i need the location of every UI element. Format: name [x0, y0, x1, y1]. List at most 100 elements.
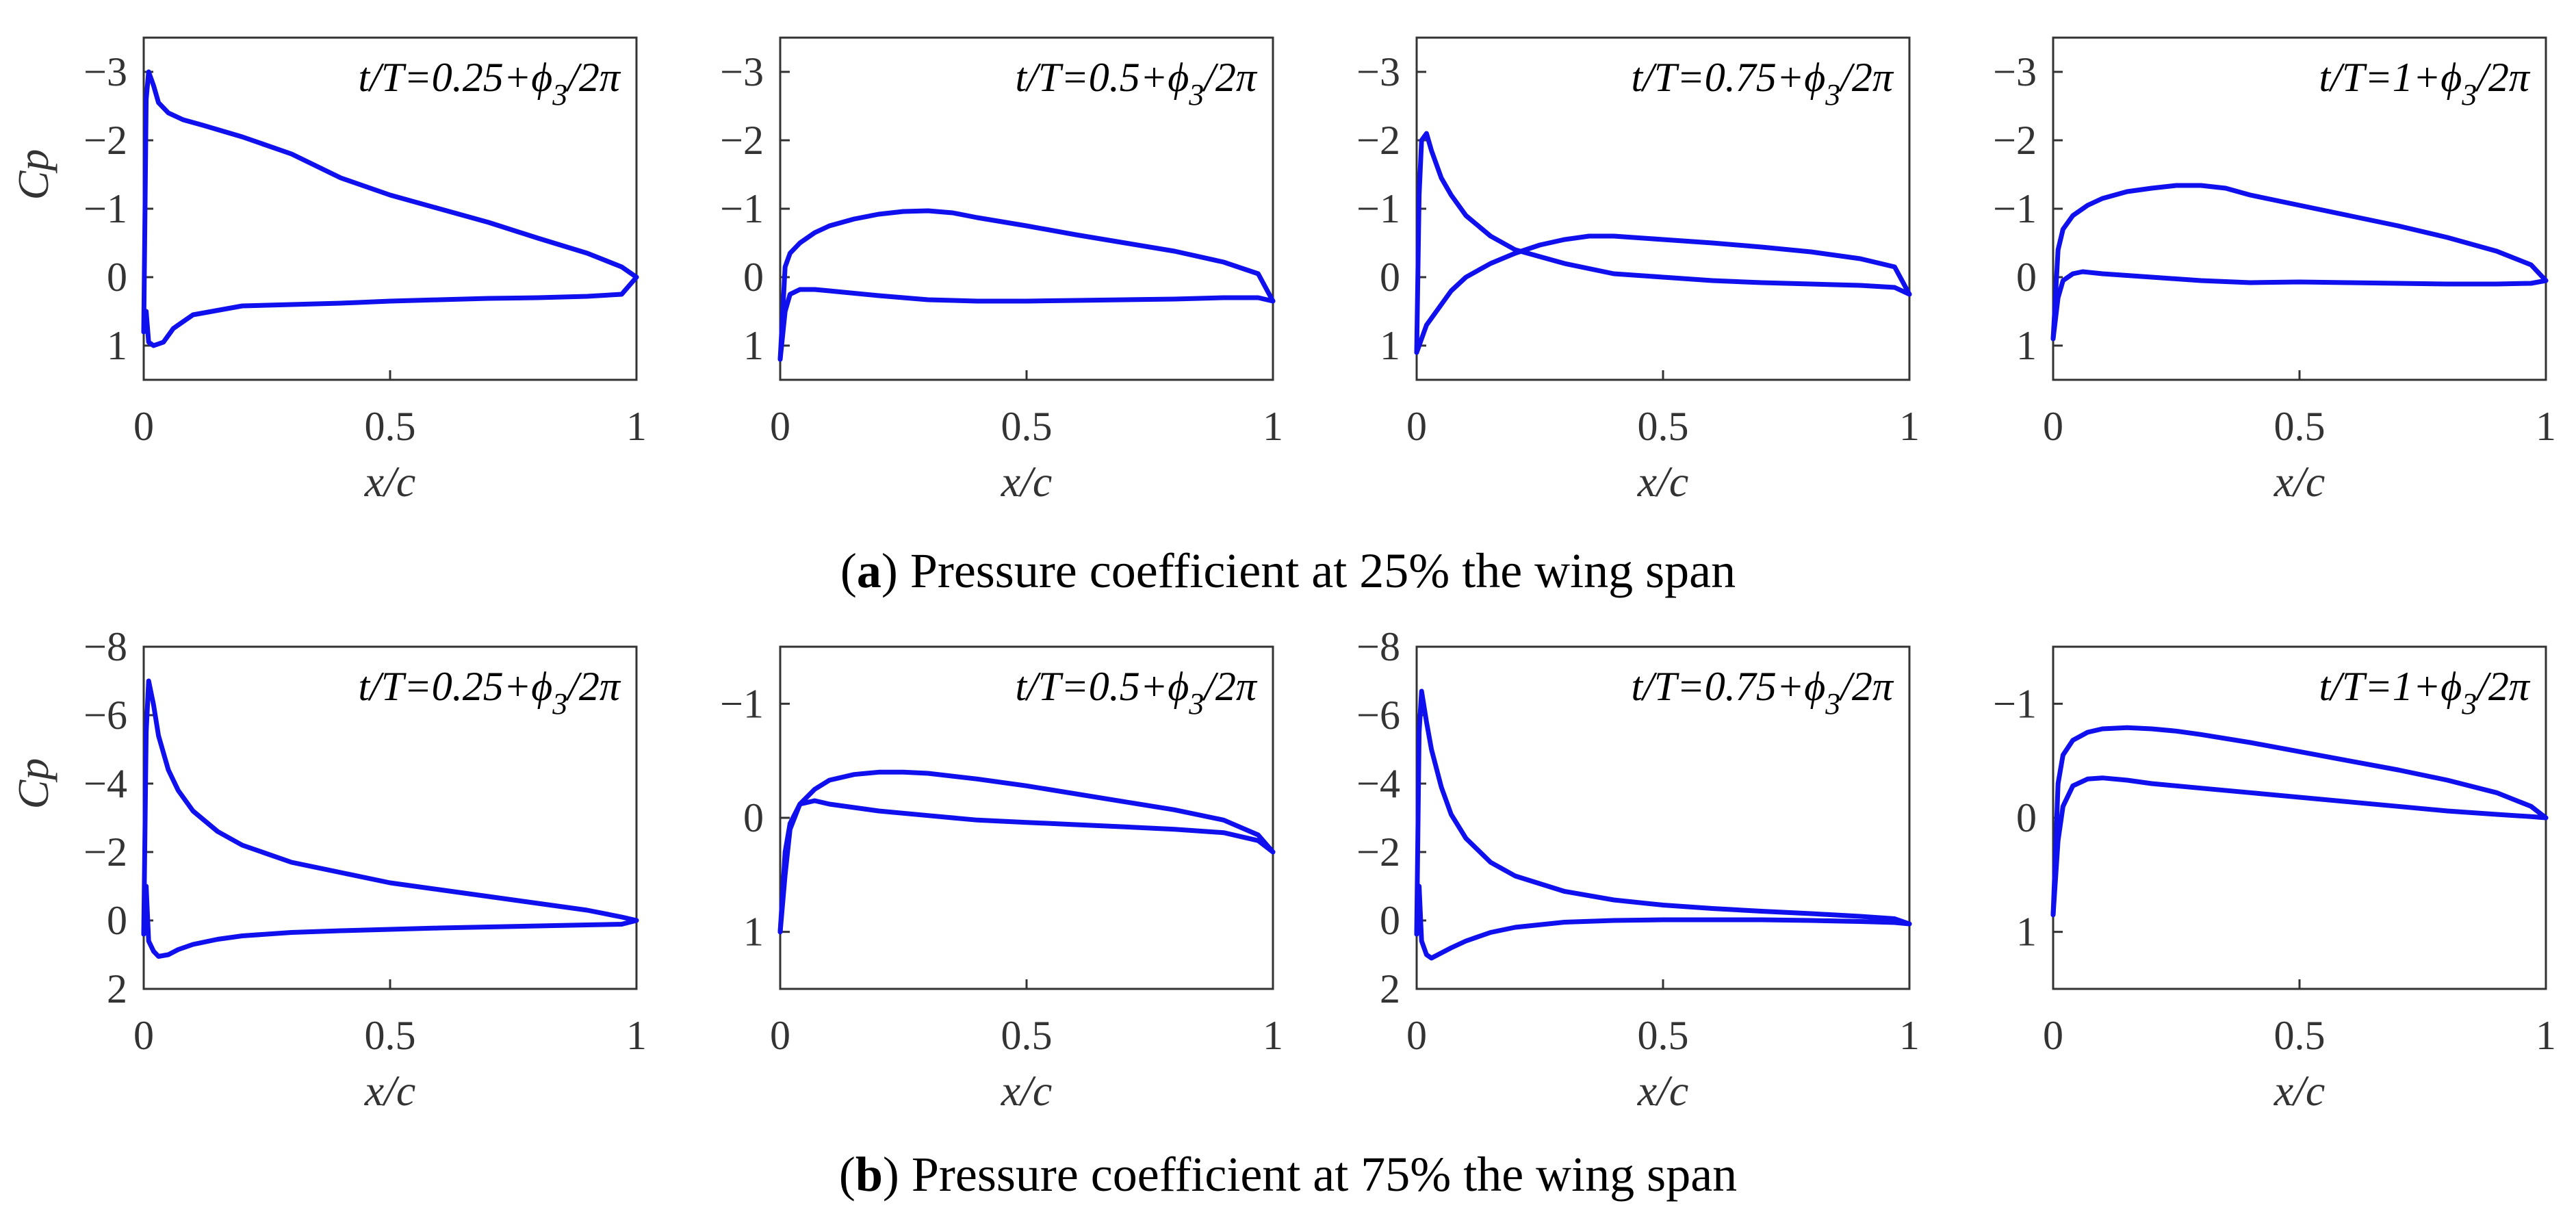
- x-axis-label: x/c: [2274, 457, 2326, 506]
- caption-b-text: Pressure coefficient at 75% the wing spa…: [912, 1147, 1737, 1202]
- x-tick-label: 0.5: [1001, 404, 1053, 449]
- series-line-upper: [777, 769, 1276, 935]
- y-tick-label: −1: [1356, 186, 1400, 231]
- x-tick-label: 0.5: [2274, 404, 2326, 449]
- y-tick-label: 1: [743, 323, 764, 368]
- y-tick-label: 2: [1380, 966, 1400, 1011]
- annotation-main: t/T=0.25+ϕ: [359, 664, 553, 709]
- x-tick-label: 0.5: [365, 404, 416, 449]
- x-tick-label: 0.5: [1638, 404, 1689, 449]
- panel-b-4: −1 0 1 0 0.5 1 x/c t/T=1+ϕ3/2π: [1993, 645, 2556, 1115]
- panel-annotation: t/T=0.5+ϕ3/2π: [1016, 664, 1258, 721]
- panel-b-2: −1 0 1 0 0.5 1 x/c t/T=0.5+ϕ3/2π: [720, 645, 1283, 1115]
- annotation-subscript: 3: [1188, 687, 1204, 721]
- y-tick-label: −6: [83, 693, 127, 738]
- annotation-subscript: 3: [1188, 78, 1204, 112]
- annotation-subscript: 3: [2461, 78, 2477, 112]
- y-tick-label: −1: [1993, 186, 2037, 231]
- annotation-main: t/T=0.75+ϕ: [1632, 55, 1826, 100]
- y-tick-label: 0: [1380, 255, 1400, 300]
- y-axis-label: Cp: [9, 758, 57, 810]
- x-tick-label: 1: [1899, 1013, 1920, 1058]
- series-line-lower: [777, 798, 1276, 935]
- x-tick-label: 1: [1899, 404, 1920, 449]
- y-tick-label: −2: [1993, 118, 2037, 163]
- x-tick-label: 0: [1406, 404, 1427, 449]
- annotation-main: t/T=0.5+ϕ: [1016, 664, 1189, 709]
- annotation-main: t/T=0.25+ϕ: [359, 55, 553, 100]
- y-tick-label: 1: [107, 323, 127, 368]
- y-tick-label: −8: [1356, 624, 1400, 669]
- y-tick-label: 1: [1380, 323, 1400, 368]
- x-tick-label: 0: [133, 404, 154, 449]
- y-tick-label: −1: [1993, 681, 2037, 726]
- caption-b-label: b: [855, 1147, 883, 1202]
- y-tick-label: 0: [107, 898, 127, 943]
- y-tick-label: −1: [720, 681, 764, 726]
- series-line-lower: [141, 884, 639, 959]
- annotation-main: t/T=1+ϕ: [2319, 664, 2462, 709]
- series-line-upper: [1414, 688, 1912, 937]
- x-tick-label: 0: [770, 1013, 790, 1058]
- x-tick-label: 0: [1406, 1013, 1427, 1058]
- series-line-upper: [2050, 183, 2549, 341]
- series-line-lower: [141, 274, 639, 348]
- x-tick-label: 1: [1263, 404, 1283, 449]
- y-tick-label: −3: [720, 49, 764, 94]
- annotation-subscript: 3: [2461, 687, 2477, 721]
- y-tick-label: 1: [2016, 323, 2037, 368]
- x-axis-label: x/c: [1637, 1066, 1689, 1115]
- annotation-main: t/T=0.5+ϕ: [1016, 55, 1189, 100]
- caption-a-text: Pressure coefficient at 25% the wing spa…: [910, 543, 1736, 598]
- x-tick-label: 0.5: [1001, 1013, 1053, 1058]
- y-tick-label: −2: [83, 118, 127, 163]
- y-axis-label: Cp: [9, 149, 57, 201]
- y-tick-label: −1: [720, 186, 764, 231]
- y-tick-label: −4: [1356, 761, 1400, 806]
- y-tick-label: −4: [83, 761, 127, 806]
- y-tick-label: 0: [2016, 795, 2037, 840]
- y-tick-label: −2: [1356, 118, 1400, 163]
- annotation-end: /2π: [2475, 55, 2531, 100]
- y-tick-label: −6: [1356, 693, 1400, 738]
- caption-a: (a) Pressure coefficient at 25% the wing…: [840, 543, 1736, 598]
- x-axis-label: x/c: [1001, 457, 1053, 506]
- series-line-upper: [141, 678, 639, 937]
- panel-annotation: t/T=0.25+ϕ3/2π: [359, 55, 621, 112]
- x-tick-label: 0.5: [365, 1013, 416, 1058]
- annotation-main: t/T=0.75+ϕ: [1632, 664, 1826, 709]
- x-tick-label: 1: [626, 404, 647, 449]
- x-tick-label: 0: [133, 1013, 154, 1058]
- y-tick-label: −3: [1993, 49, 2037, 94]
- y-tick-label: −2: [720, 118, 764, 163]
- x-tick-label: 0.5: [1638, 1013, 1689, 1058]
- annotation-end: /2π: [565, 664, 621, 709]
- x-tick-label: 1: [2536, 404, 2556, 449]
- series-line-pressure: [1414, 233, 1912, 355]
- annotation-end: /2π: [2475, 664, 2531, 709]
- annotation-subscript: 3: [1825, 78, 1840, 112]
- series-line-lower: [1414, 884, 1912, 961]
- annotation-end: /2π: [1202, 55, 1258, 100]
- annotation-main: t/T=1+ϕ: [2319, 55, 2462, 100]
- x-axis-label: x/c: [2274, 1066, 2326, 1115]
- series-line-suction: [1414, 131, 1912, 355]
- annotation-end: /2π: [1838, 55, 1894, 100]
- y-tick-label: 0: [1380, 898, 1400, 943]
- y-tick-label: −1: [83, 186, 127, 231]
- y-tick-label: 1: [2016, 910, 2037, 955]
- annotation-end: /2π: [1202, 664, 1258, 709]
- y-tick-label: −3: [1356, 49, 1400, 94]
- y-tick-label: −3: [83, 49, 127, 94]
- x-tick-label: 0: [2043, 1013, 2063, 1058]
- series-line-lower: [2050, 775, 2549, 918]
- y-tick-label: −2: [1356, 829, 1400, 875]
- y-tick-label: 2: [107, 966, 127, 1011]
- panel-annotation: t/T=1+ϕ3/2π: [2319, 664, 2531, 721]
- panel-annotation: t/T=1+ϕ3/2π: [2319, 55, 2531, 112]
- series-line-upper: [2050, 725, 2549, 918]
